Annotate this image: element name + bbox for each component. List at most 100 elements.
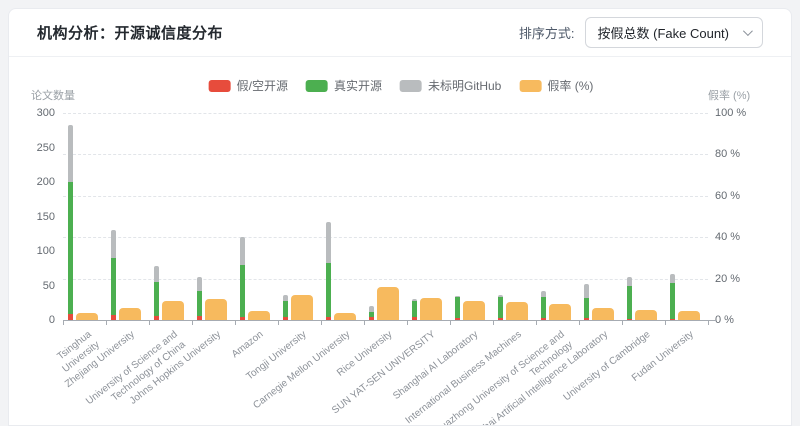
bar-unlabeled-segment [541,291,546,298]
gridline [63,278,708,280]
bar-real-segment [111,257,116,316]
bar-unlabeled-segment [326,222,331,264]
x-axis-category-label: Amazon [230,329,266,361]
legend-label: 未标明GitHub [428,79,502,93]
bar-unlabeled-segment [197,277,202,292]
x-axis-tick [149,320,150,325]
bar-fake-segment [111,315,116,320]
bar-fake-rate [506,302,528,320]
left-axis-tick-label: 200 [36,176,55,188]
bar-fake-segment [68,314,73,320]
bar-real-segment [584,297,589,318]
right-axis-tick-label: 20 % [715,272,741,285]
bar-fake-segment [455,317,460,320]
bar-real-segment [197,291,202,316]
x-axis-tick [450,320,451,325]
bar-fake-segment [670,318,675,320]
left-axis-tick-label: 150 [36,210,55,223]
right-axis-tick-label: 60 % [715,189,741,202]
bar-real-segment [369,311,374,318]
x-axis-tick [665,320,666,325]
x-axis-tick [536,320,537,325]
bar-fake-rate [377,286,399,320]
left-axis-tick-label: 250 [36,141,55,154]
bar-fake-segment [240,316,245,320]
bar-unlabeled-segment [240,237,245,265]
bar-fake-segment [412,317,417,320]
legend-label: 假率 (%) [547,79,594,93]
x-axis-tick [321,320,322,325]
sort-control: 排序方式: 按假总数 (Fake Count) [519,17,763,48]
left-axis-tick-label: 50 [42,279,55,292]
x-axis-tick [278,320,279,325]
sort-select-value: 按假总数 (Fake Count) [597,26,729,41]
right-axis-tick-label: 0 % [715,314,734,326]
bar-fake-rate [334,312,356,320]
left-axis-tick-label: 300 [36,107,55,119]
bar-real-segment [412,300,417,318]
bar-real-segment [68,182,73,315]
bar-fake-segment [283,316,288,320]
bar-unlabeled-segment [369,306,374,312]
bar-real-segment [283,300,288,317]
bar-fake-segment [627,318,632,320]
bar-unlabeled-segment [412,298,417,301]
bar-fake-rate [463,301,485,320]
page-title: 机构分析：开源诚信度分布 [37,25,224,42]
left-axis-tick-label: 0 [48,314,55,326]
legend-item[interactable]: 真实开源 [305,77,382,94]
right-axis-tick-label: 80 % [715,148,741,161]
bar-fake-rate [592,307,614,320]
left-axis-tick-label: 100 [36,245,55,257]
x-axis-tick [708,320,709,325]
bar-unlabeled-segment [670,273,675,284]
x-axis-tick [579,320,580,325]
bar-fake-rate [635,309,657,320]
bar-unlabeled-segment [584,284,589,298]
legend-item[interactable]: 假率 (%) [519,77,593,94]
legend-item[interactable]: 假/空开源 [208,77,288,94]
legend-swatch-icon [519,79,542,92]
bar-unlabeled-segment [68,124,73,182]
bar-unlabeled-segment [455,295,460,298]
sort-select[interactable]: 按假总数 (Fake Count) [584,17,763,48]
bar-fake-segment [369,317,374,320]
chart-legend: 假/空开源 真实开源 未标明GitHub 假率 (%) [208,77,593,94]
x-axis-tick [493,320,494,325]
bar-real-segment [154,282,159,316]
bar-fake-segment [154,315,159,320]
bar-fake-rate [76,312,98,320]
x-axis-tick [235,320,236,325]
bar-fake-segment [584,317,589,320]
bar-unlabeled-segment [627,276,632,287]
x-axis-line [63,320,716,321]
bar-fake-rate [549,304,571,320]
bar-real-segment [670,283,675,319]
bar-fake-segment [541,317,546,320]
bar-unlabeled-segment [154,266,159,283]
legend-label: 假/空开源 [236,79,288,93]
bar-real-segment [326,263,331,318]
gridline [63,195,708,197]
legend-swatch-icon [400,79,422,92]
x-axis-tick [106,320,107,325]
bar-fake-segment [197,315,202,320]
x-axis-tick [192,320,193,325]
legend-swatch-icon [208,79,231,92]
bar-fake-rate [119,307,141,320]
right-axis-tick-label: 40 % [715,231,741,244]
x-axis-tick [407,320,408,325]
bar-fake-rate [291,295,313,320]
sort-label: 排序方式: [518,26,575,41]
legend-label: 真实开源 [333,79,382,93]
x-axis-tick [622,320,623,325]
bar-chart: 假/空开源 真实开源 未标明GitHub 假率 (%) 论文数量 假率 (%) 0 50 100… [9,57,791,425]
left-axis-title: 论文数量 [31,90,75,102]
bar-real-segment [627,286,632,319]
legend-item[interactable]: 未标明GitHub [400,77,501,94]
bar-fake-rate [248,310,270,320]
chevron-down-icon [742,26,753,37]
bar-real-segment [240,264,245,317]
bar-real-segment [541,297,546,318]
bar-unlabeled-segment [283,295,288,301]
